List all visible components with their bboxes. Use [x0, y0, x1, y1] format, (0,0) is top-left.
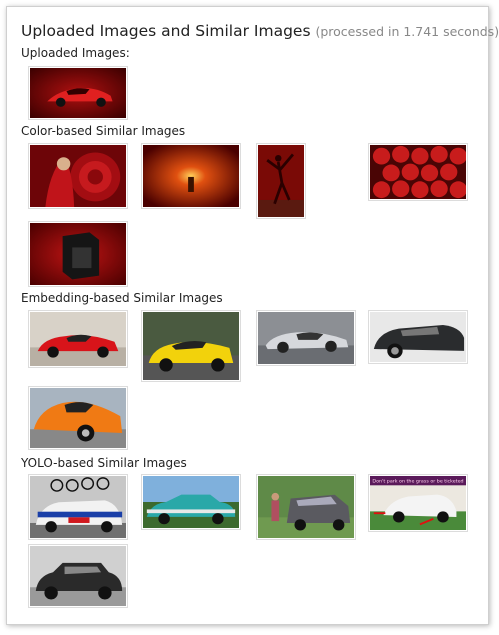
page-title-text: Uploaded Images and Similar Images [21, 22, 311, 40]
embedding-result-2-yellow-camaro[interactable] [141, 310, 241, 382]
color-result-2-candle-glow[interactable] [141, 143, 241, 209]
warning-sign-text: Don't park on the grass or be ticketed [372, 479, 463, 485]
yolo-result-3-person-with-suv[interactable] [256, 474, 356, 540]
uploaded-image-red-car[interactable] [28, 66, 128, 120]
embedding-based-heading: Embedding-based Similar Images [21, 291, 223, 305]
yolo-result-1-team-car-bikes[interactable] [28, 474, 128, 540]
yolo-result-4-car-parked-on-grass[interactable]: Don't park on the grass or be ticketed [368, 474, 468, 532]
color-result-1-woman-red-rose[interactable] [28, 143, 128, 209]
yolo-result-5-bw-vintage-car[interactable] [28, 544, 128, 608]
yolo-result-2-vintage-teal-car[interactable] [141, 474, 241, 530]
embedding-result-1-red-ferrari[interactable] [28, 310, 128, 368]
color-result-4-red-apples[interactable] [368, 143, 468, 201]
page-title: Uploaded Images and Similar Images (proc… [21, 22, 499, 40]
yolo-based-heading: YOLO-based Similar Images [21, 456, 187, 470]
color-result-3-dancer[interactable] [256, 143, 306, 219]
color-result-5-3d-printer[interactable] [28, 221, 128, 287]
embedding-result-3-silver-bmw[interactable] [256, 310, 356, 366]
embedding-result-5-orange-lamborghini[interactable] [28, 386, 128, 450]
processing-time: (processed in 1.741 seconds) [315, 24, 499, 39]
color-based-heading: Color-based Similar Images [21, 124, 186, 138]
uploaded-images-heading: Uploaded Images: [21, 46, 130, 60]
embedding-result-4-dark-suv[interactable] [368, 310, 468, 364]
